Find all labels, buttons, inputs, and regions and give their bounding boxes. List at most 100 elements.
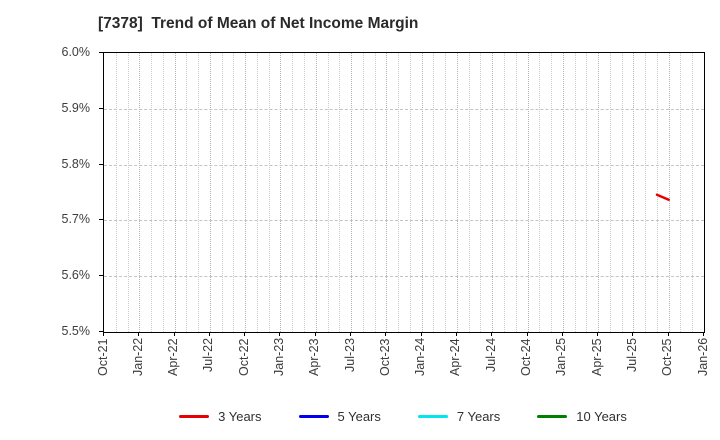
x-tick-mark — [103, 332, 104, 336]
x-tick-label: Oct-24 — [519, 338, 534, 376]
legend-label-10-years: 10 Years — [576, 408, 627, 424]
legend-swatch-10-years — [537, 414, 568, 418]
vertical-gridline — [492, 53, 494, 332]
x-tick-label: Apr-22 — [166, 338, 181, 376]
vertical-gridline — [692, 53, 694, 332]
x-tick-mark — [597, 332, 599, 336]
x-tick-label: Oct-21 — [95, 338, 110, 376]
vertical-gridline — [351, 53, 353, 332]
legend-label-3-years: 3 Years — [218, 408, 262, 424]
horizontal-gridline — [104, 164, 704, 166]
x-tick-mark — [491, 332, 493, 336]
y-tick-mark — [99, 331, 103, 332]
vertical-gridline — [586, 53, 588, 332]
vertical-gridline — [162, 53, 164, 332]
x-tick-mark — [561, 332, 563, 336]
vertical-gridline — [292, 53, 294, 332]
x-tick-mark — [455, 332, 457, 336]
vertical-gridline — [668, 53, 670, 332]
vertical-gridline — [127, 53, 129, 332]
legend-item-3-years: 3 Years — [179, 408, 262, 424]
y-tick-label: 5.5% — [61, 324, 91, 338]
x-tick-mark — [385, 332, 387, 336]
vertical-gridline — [445, 53, 447, 332]
legend-item-5-years: 5 Years — [298, 408, 381, 424]
vertical-gridline — [151, 53, 153, 332]
vertical-gridline — [339, 53, 341, 332]
vertical-gridline — [374, 53, 376, 332]
x-tick-label: Oct-22 — [236, 338, 251, 376]
vertical-gridline — [280, 53, 282, 332]
y-tick-mark — [99, 107, 103, 109]
y-tick-mark — [99, 275, 103, 277]
legend-label-5-years: 5 Years — [337, 408, 381, 424]
x-tick-label: Jan-25 — [554, 338, 569, 377]
vertical-gridline — [621, 53, 623, 332]
vertical-gridline — [221, 53, 223, 332]
x-tick-label: Oct-25 — [660, 338, 675, 376]
vertical-gridline — [515, 53, 517, 332]
vertical-gridline — [504, 53, 505, 332]
vertical-gridline — [315, 53, 317, 332]
x-tick-label: Jul-25 — [624, 338, 639, 373]
x-tick-mark — [667, 332, 669, 336]
x-tick-label: Oct-23 — [377, 338, 392, 376]
x-tick-label: Jul-24 — [483, 338, 498, 373]
vertical-gridline — [256, 53, 258, 332]
legend-swatch-3-years — [179, 414, 210, 418]
y-tick-label: 5.8% — [61, 156, 91, 171]
vertical-gridline — [421, 53, 423, 332]
vertical-gridline — [633, 53, 635, 332]
vertical-gridline — [174, 53, 176, 332]
y-tick-label: 6.0% — [61, 45, 91, 59]
vertical-gridline — [480, 53, 482, 332]
x-tick-label: Jan-23 — [271, 338, 286, 377]
x-tick-mark — [350, 332, 352, 336]
vertical-gridline — [386, 53, 388, 332]
chart-title: [7378] Trend of Mean of Net Income Margi… — [98, 15, 419, 32]
y-tick-label: 5.9% — [61, 100, 91, 115]
x-tick-label: Apr-25 — [589, 338, 604, 376]
legend-label-7-years: 7 Years — [456, 408, 501, 424]
x-tick-mark — [703, 332, 704, 336]
x-tick-mark — [314, 332, 316, 336]
x-tick-mark — [526, 332, 528, 336]
x-tick-mark — [208, 332, 210, 336]
vertical-gridline — [362, 53, 364, 332]
y-axis-labels: 5.5% 5.6% 5.7% 5.8% 5.9% 6.0% — [0, 45, 91, 338]
series-lines — [655, 193, 670, 201]
vertical-gridline — [245, 53, 247, 332]
vertical-gridline — [186, 53, 188, 332]
vertical-gridline — [551, 53, 553, 332]
vertical-gridline — [598, 53, 600, 332]
vertical-gridline — [233, 53, 235, 332]
vertical-gridline — [409, 53, 411, 332]
vertical-gridline — [456, 53, 458, 332]
vertical-gridline — [304, 53, 305, 332]
horizontal-gridline — [104, 220, 704, 222]
vertical-gridline — [198, 53, 200, 332]
x-tick-label: Jan-22 — [130, 338, 145, 377]
y-tick-mark — [99, 52, 103, 53]
plot-area — [103, 52, 705, 333]
horizontal-gridline — [104, 276, 704, 278]
x-tick-mark — [420, 332, 422, 336]
vertical-gridline — [527, 53, 529, 332]
y-tick-label: 5.6% — [61, 268, 91, 283]
x-tick-mark — [244, 332, 246, 336]
vertical-gridline — [656, 53, 658, 332]
x-tick-label: Jul-22 — [201, 338, 216, 373]
x-tick-label: Apr-24 — [448, 338, 463, 376]
vertical-gridline — [268, 53, 270, 332]
vertical-gridline — [645, 53, 647, 332]
x-tick-label: Apr-23 — [307, 338, 322, 376]
x-tick-mark — [173, 332, 175, 336]
legend-item-10-years: 10 Years — [537, 409, 627, 424]
vertical-gridline — [433, 53, 435, 332]
vertical-gridline — [468, 53, 470, 332]
legend-swatch-7-years — [417, 414, 448, 418]
legend: 3 Years 5 Years 7 Years 10 Years — [103, 404, 703, 428]
y-tick-mark — [99, 219, 103, 221]
legend-item-7-years: 7 Years — [417, 408, 501, 424]
